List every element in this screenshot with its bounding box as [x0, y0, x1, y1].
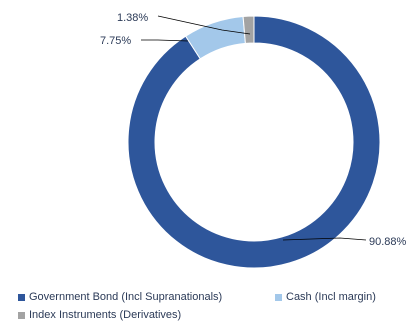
legend-item-government-bond: Government Bond (Incl Supranationals): [18, 291, 222, 303]
chart-legend: Government Bond (Incl Supranationals) Ca…: [0, 288, 413, 326]
legend-item-cash: Cash (Incl margin): [275, 291, 376, 303]
donut-slice-government-bond: [127, 15, 381, 269]
legend-swatch-index-instruments: [18, 311, 25, 319]
leader-line-government-bond: [282, 237, 367, 241]
slice-label-cash: 7.75%: [100, 35, 131, 47]
leader-line-index-instruments: [157, 15, 251, 35]
legend-label-government-bond: Government Bond (Incl Supranationals): [29, 291, 223, 303]
legend-label-index-instruments: Index Instruments (Derivatives): [29, 309, 182, 321]
legend-label-cash: Cash (Incl margin): [286, 291, 376, 303]
legend-swatch-cash: [275, 293, 282, 301]
slice-label-index-instruments: 1.38%: [117, 12, 148, 24]
donut-slice-index-instruments: [242, 15, 255, 44]
leader-line-cash: [141, 39, 189, 42]
legend-item-index-instruments: Index Instruments (Derivatives): [18, 309, 181, 321]
slice-label-government-bond: 90.88%: [369, 236, 407, 248]
donut-chart: 90.88% 7.75% 1.38%: [100, 12, 407, 269]
legend-swatch-government-bond: [18, 293, 25, 301]
